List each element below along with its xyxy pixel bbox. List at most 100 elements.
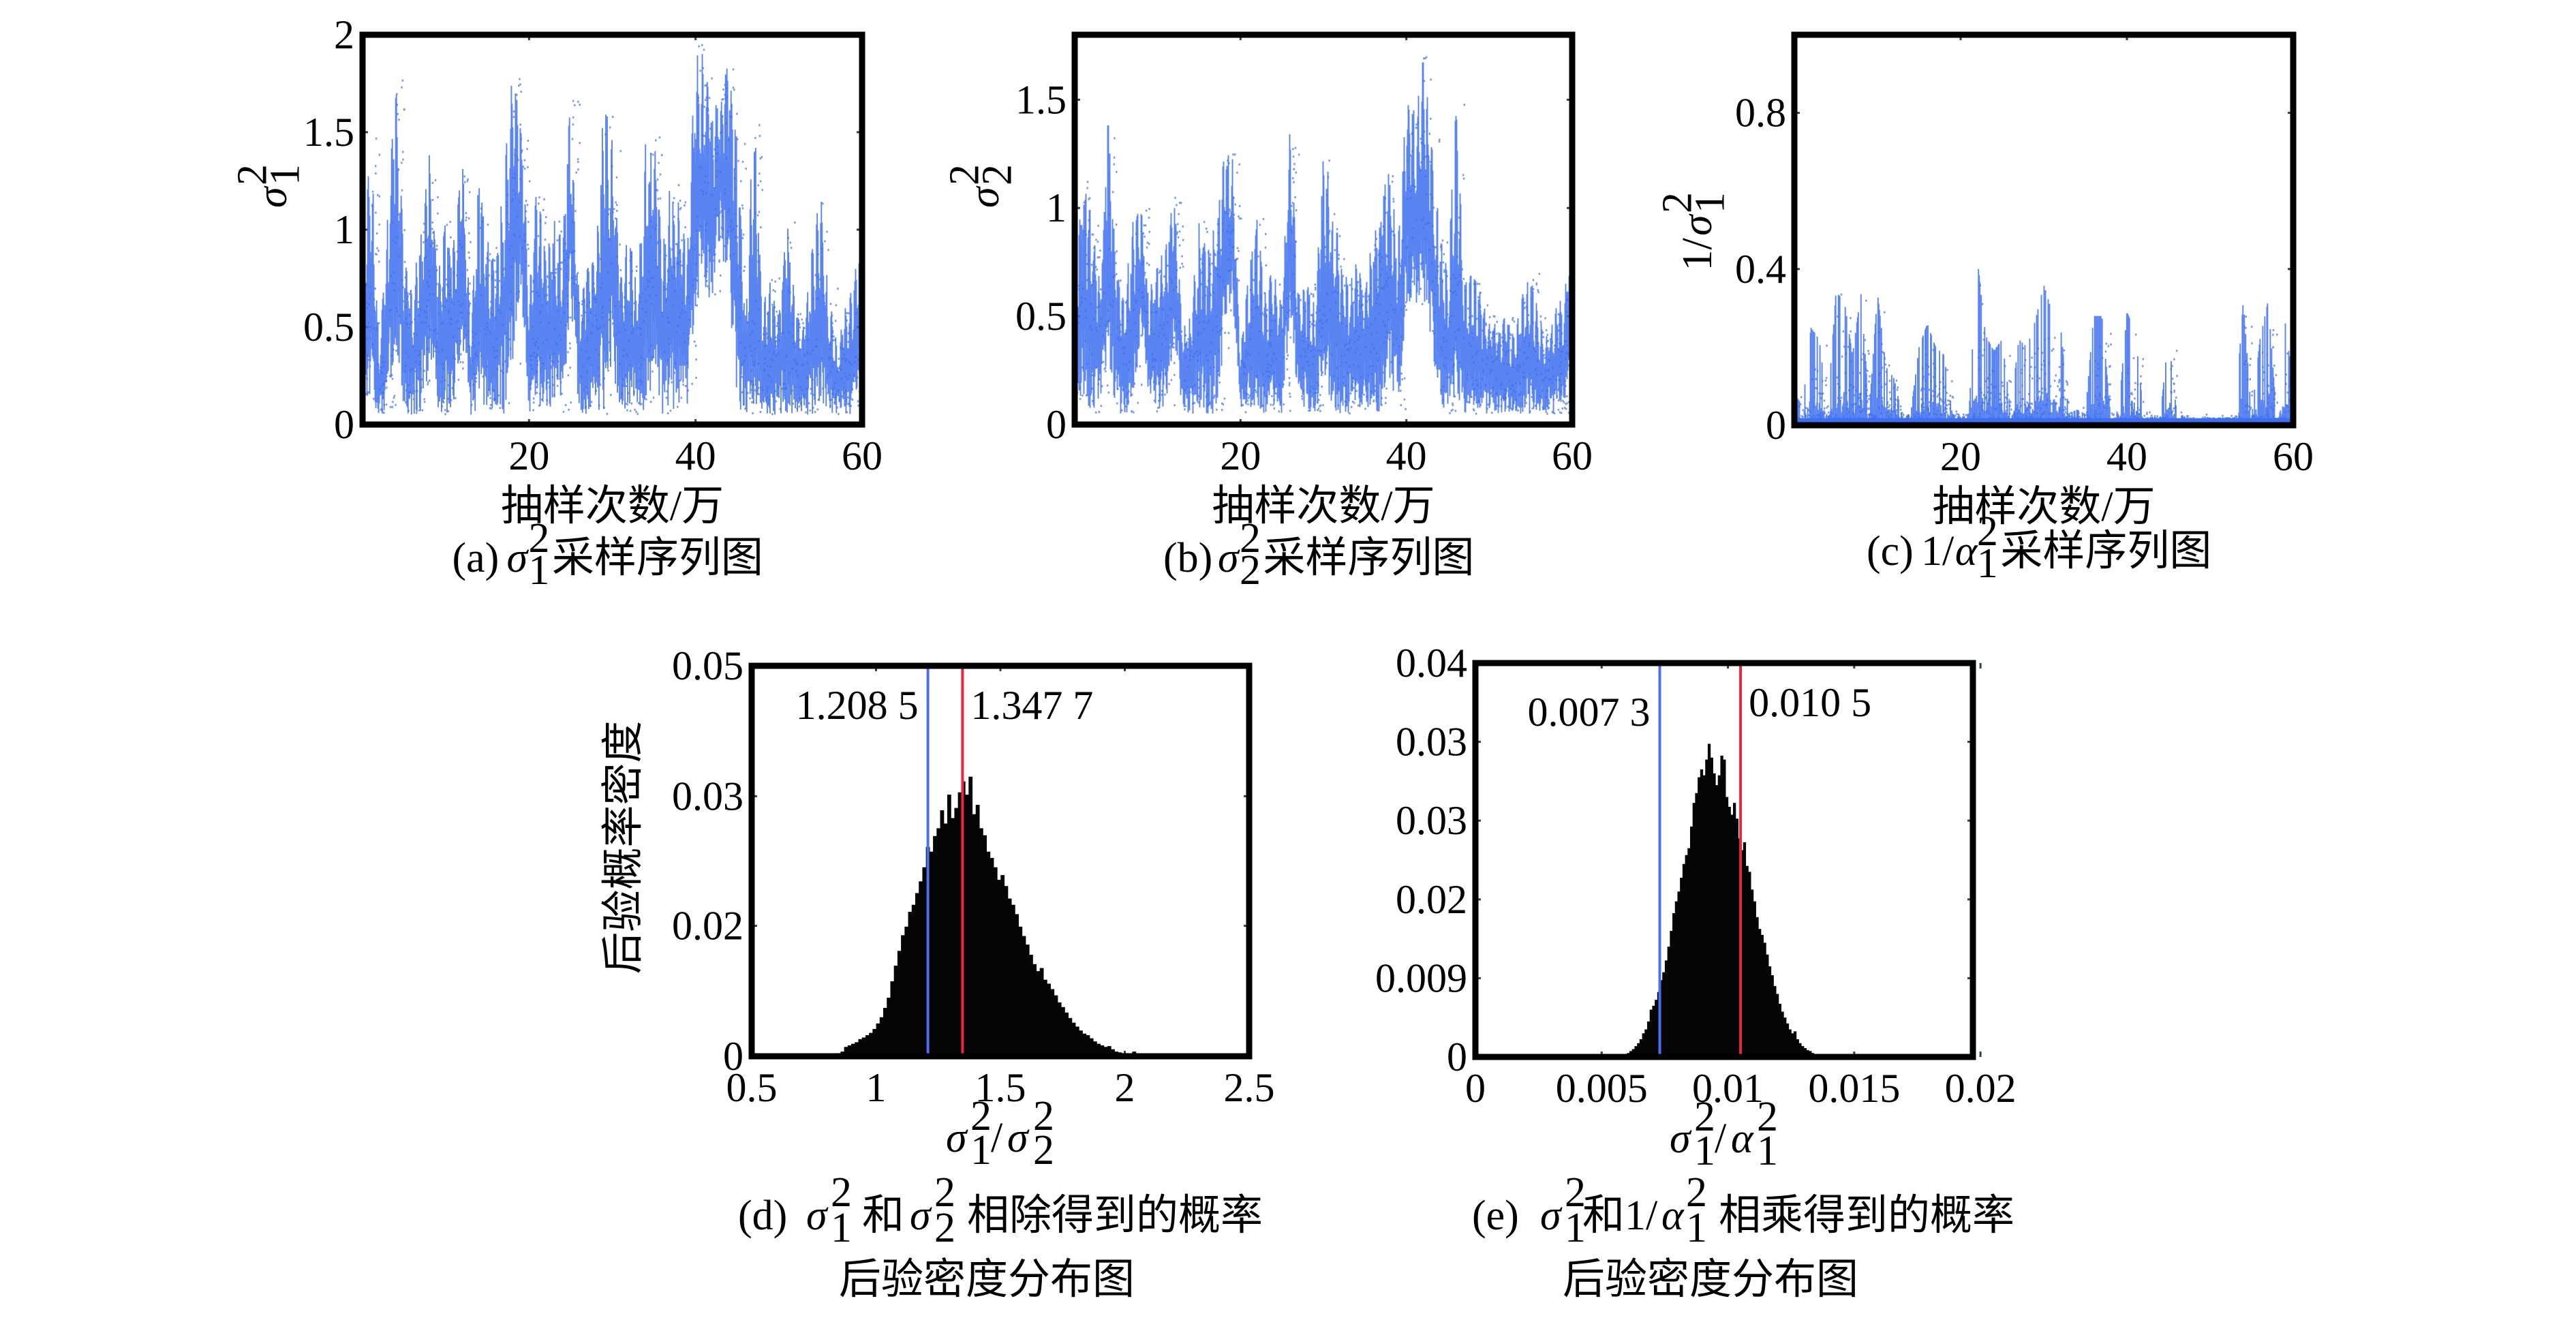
histogram-bar [983, 835, 987, 1056]
superscript: 2 [229, 164, 275, 185]
superscript: 2 [934, 1169, 955, 1216]
histogram-bar [1682, 863, 1686, 1057]
y-tick-label: 0.5 [303, 305, 354, 350]
histogram-bar [929, 851, 934, 1056]
histogram-bar [1710, 757, 1713, 1057]
histogram-bar [1022, 936, 1026, 1056]
caption-suffix: 相除得到的概率 [967, 1193, 1263, 1239]
histogram-bar [972, 814, 977, 1056]
histogram-bar [943, 823, 948, 1056]
histogram-bar [1071, 1022, 1076, 1056]
caption-prefix: (c) [1867, 528, 1914, 574]
y-tick-label: 0 [1447, 1034, 1467, 1079]
superscript: 2 [1240, 515, 1261, 562]
histogram-bar [919, 881, 923, 1056]
subscript: 2 [1240, 547, 1261, 594]
histogram-bar [1060, 1007, 1065, 1056]
greek-symbol: σ [946, 1115, 968, 1161]
histogram-bar [1086, 1035, 1090, 1056]
histogram-bar [979, 828, 983, 1056]
histogram-bar [915, 893, 919, 1056]
plot-frame [359, 31, 865, 428]
caption-suffix: 采样序列图 [2000, 528, 2211, 574]
histogram-bar [1032, 964, 1037, 1056]
panel-caption: (c) 1/α 21 采样序列图 [1867, 508, 2211, 587]
superscript: 2 [1033, 1093, 1054, 1139]
caption-suffix: 采样序列图 [552, 535, 763, 581]
y-tick-label: 0.02 [1396, 877, 1467, 922]
histogram-bar [1783, 1017, 1787, 1057]
histogram-bar [1763, 942, 1766, 1057]
x-tick-label: 0 [1465, 1066, 1486, 1111]
histogram-bar [990, 857, 994, 1056]
histogram-bar [1755, 917, 1759, 1057]
y-axis-label: 后验概率密度 [600, 720, 647, 974]
panel-caption: (a) σ 21 采样序列图 [453, 515, 763, 594]
y-tick-label: 0.05 [672, 643, 743, 688]
histogram-bar [1778, 1003, 1781, 1057]
caption-prefix: (b) [1163, 535, 1212, 581]
histogram-bar [1680, 878, 1683, 1057]
y-tick-label: 0 [1766, 403, 1786, 448]
caption-prefix: (d) [738, 1193, 787, 1239]
histogram-bar [1741, 850, 1744, 1057]
histogram-bar [954, 808, 959, 1056]
y-tick-label: 0 [1046, 402, 1067, 447]
histogram-bar [1672, 913, 1676, 1057]
histogram-bar [1057, 1002, 1062, 1056]
caption-symbol: σ 21 [507, 515, 550, 594]
histogram-bar [883, 1007, 887, 1056]
superscript: 2 [831, 1169, 852, 1216]
histogram-bar [1092, 1041, 1097, 1056]
histogram-bar [908, 911, 913, 1056]
histogram-bar [1075, 1026, 1079, 1056]
histogram-bar [1806, 1049, 1809, 1057]
trace-line [362, 54, 863, 415]
histogram-bar [872, 1028, 877, 1056]
histogram-bar [1000, 875, 1005, 1056]
y-tick-label: 0.8 [1735, 91, 1786, 136]
y-tick-label: 1 [334, 207, 354, 252]
lower-bound-label: 0.007 3 [1528, 690, 1651, 735]
caption-prefix: (a) [453, 535, 500, 581]
subscript: 1 [970, 1127, 992, 1173]
histogram-bar [1773, 985, 1777, 1057]
trace-points [363, 44, 864, 416]
histogram-bar [901, 935, 905, 1056]
subscript: 1 [1687, 192, 1733, 213]
plot-frame [1791, 31, 2297, 429]
subscript: 1 [1757, 1128, 1778, 1174]
histogram-bar [1695, 793, 1698, 1057]
greek-symbol: σ [249, 185, 296, 208]
x-tick-label: 40 [2106, 434, 2147, 479]
histogram-bar [1670, 931, 1673, 1057]
x-tick-label: 1 [866, 1065, 887, 1110]
histogram-bar [890, 981, 895, 1056]
trace-series [1074, 56, 1574, 415]
histogram-bar [1717, 775, 1721, 1057]
histogram-bar [1089, 1038, 1094, 1056]
y-tick-label: 0 [334, 402, 354, 447]
histogram-bar [1097, 1043, 1101, 1056]
histogram-bar [1659, 980, 1663, 1057]
histogram-bar [1803, 1047, 1807, 1057]
histogram-bar [1004, 886, 1009, 1056]
histogram-bar [1793, 1031, 1797, 1057]
histogram-bar [1732, 803, 1736, 1057]
y-tick-label: 0.03 [1396, 720, 1467, 765]
histogram-bar [1713, 773, 1716, 1057]
histogram-bar [1758, 929, 1762, 1057]
y-tick-label: 2 [334, 12, 354, 57]
superscript: 2 [1686, 1169, 1707, 1216]
greek-symbol: σ [806, 1193, 829, 1239]
histogram-bar [1725, 797, 1729, 1057]
x-tick-label: 60 [1552, 433, 1593, 478]
subscript: 1 [1694, 1128, 1715, 1174]
histogram-bar [861, 1037, 866, 1056]
superscript: 2 [1757, 1094, 1778, 1140]
histogram-bar [893, 966, 898, 1056]
x-tick-label: 0.01 [1692, 1066, 1764, 1111]
histogram-bar [1753, 901, 1756, 1057]
greek-symbol: σ [507, 535, 530, 581]
